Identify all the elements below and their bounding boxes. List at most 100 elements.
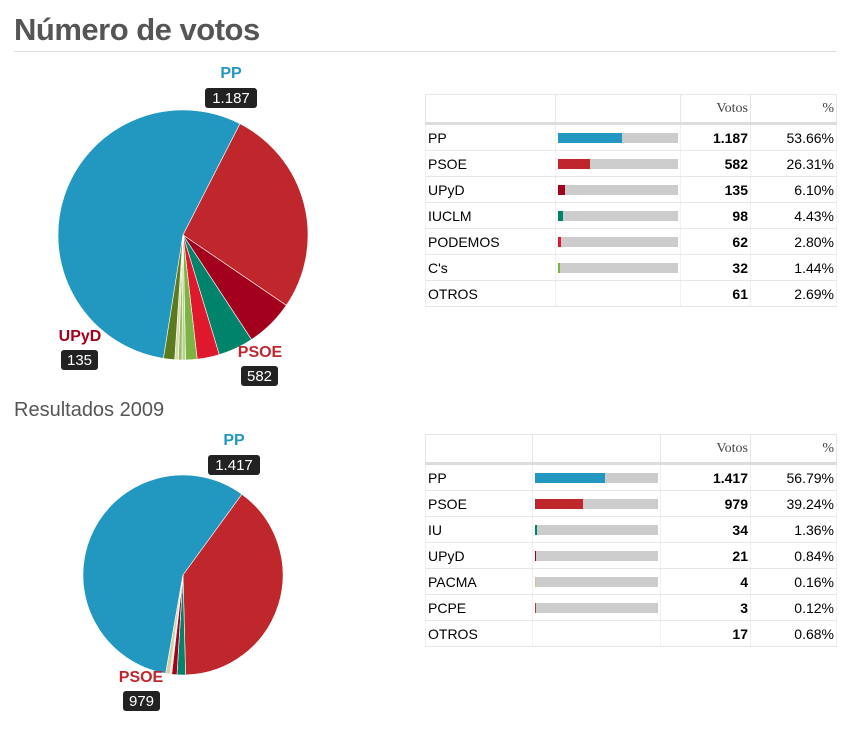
pie-label-upyd: UPyD	[59, 328, 102, 345]
party-name: UPyD	[425, 542, 533, 569]
votes-value: 979	[660, 490, 751, 517]
table-row: PP 1.187 53.66%	[425, 123, 837, 151]
votes-value: 1.417	[660, 463, 751, 491]
pie-slice-psoe	[182, 493, 284, 676]
pie-value-psoe: 979	[129, 693, 154, 710]
percent-value: 1.44%	[750, 254, 837, 281]
bar-fill	[558, 158, 590, 169]
party-name: OTROS	[425, 620, 533, 647]
pie-slice-psoe	[182, 123, 309, 306]
pie-label-psoe: PSOE	[119, 669, 164, 686]
bar-cell	[532, 490, 661, 517]
party-name: PSOE	[425, 490, 533, 517]
bar-fill	[535, 498, 584, 509]
votes-value: 4	[660, 568, 751, 595]
votes-value: 98	[680, 202, 751, 229]
bar-cell	[555, 202, 681, 229]
party-name: IU	[425, 516, 533, 543]
pie-slice-otros	[163, 234, 184, 361]
pie-chart-current: PP 1.187 PSOE 582 UPyD 135	[57, 65, 309, 386]
table-row: C's 32 1.44%	[425, 254, 837, 281]
bar-cell	[555, 228, 681, 255]
pie-slice-otros	[165, 574, 184, 675]
table-row: IU 34 1.36%	[425, 516, 837, 543]
bar-track	[558, 184, 678, 195]
pie-slice-pp	[82, 474, 243, 674]
percent-value: 2.69%	[750, 280, 837, 307]
bar-fill	[558, 132, 623, 143]
percent-value: 0.12%	[750, 594, 837, 621]
pie-value-box-pp	[205, 88, 257, 108]
votes-value: 34	[660, 516, 751, 543]
votes-value: 3	[660, 594, 751, 621]
party-name: PP	[425, 123, 556, 151]
bar-track	[535, 550, 658, 561]
header-pct: %	[750, 434, 837, 465]
pie-value-box-psoe	[123, 691, 160, 711]
section-subtitle: Resultados 2009	[14, 399, 165, 421]
table-row: PSOE 582 26.31%	[425, 150, 837, 177]
bar-cell	[532, 594, 661, 621]
votes-value: 135	[680, 176, 751, 203]
page-title: Número de votos	[14, 12, 260, 47]
party-name: C's	[425, 254, 556, 281]
votes-value: 61	[680, 280, 751, 307]
pie-value-box-upyd	[61, 350, 98, 370]
bar-track	[535, 576, 658, 587]
table-row: OTROS 61 2.69%	[425, 280, 837, 307]
percent-value: 26.31%	[750, 150, 837, 177]
header-votes: Votos	[680, 94, 751, 125]
bar-track	[535, 472, 658, 483]
pie-label-pp: PP	[220, 65, 242, 82]
bar-cell	[532, 568, 661, 595]
bar-track	[535, 498, 658, 509]
table-row: PACMA 4 0.16%	[425, 568, 837, 595]
bar-cell	[555, 123, 681, 151]
votes-value: 582	[680, 150, 751, 177]
pie-slice-pp	[57, 109, 241, 359]
pie-label-pp: PP	[223, 432, 245, 449]
header-pct: %	[750, 94, 837, 125]
votes-value: 1.187	[680, 123, 751, 151]
percent-value: 0.68%	[750, 620, 837, 647]
percent-value: 0.16%	[750, 568, 837, 595]
bar-track	[558, 210, 678, 221]
bar-fill	[558, 184, 566, 195]
party-name: PODEMOS	[425, 228, 556, 255]
bar-fill	[558, 236, 562, 247]
pie-value-pp: 1.187	[212, 90, 250, 107]
bar-track	[558, 262, 678, 273]
table-row: IUCLM 98 4.43%	[425, 202, 837, 229]
header-votes: Votos	[660, 434, 751, 465]
party-name: PACMA	[425, 568, 533, 595]
bar-fill	[535, 524, 537, 535]
table-row: PODEMOS 62 2.80%	[425, 228, 837, 255]
pie-value-upyd: 135	[67, 352, 92, 369]
bar-track	[558, 158, 678, 169]
table-header-row: Votos %	[425, 94, 837, 125]
votes-value: 17	[660, 620, 751, 647]
percent-value: 1.36%	[750, 516, 837, 543]
percent-value: 56.79%	[750, 463, 837, 491]
bar-cell	[532, 542, 661, 569]
percent-value: 4.43%	[750, 202, 837, 229]
bar-fill	[535, 550, 537, 561]
bar-fill	[558, 210, 564, 221]
table-row: PSOE 979 39.24%	[425, 490, 837, 517]
title-divider	[14, 51, 836, 52]
bar-cell	[532, 516, 661, 543]
table-row: PP 1.417 56.79%	[425, 463, 837, 491]
table-row: UPyD 21 0.84%	[425, 542, 837, 569]
bar-cell	[555, 280, 681, 307]
pie-value-psoe: 582	[247, 368, 272, 385]
party-name: PP	[425, 463, 533, 491]
votes-value: 21	[660, 542, 751, 569]
votes-value: 62	[680, 228, 751, 255]
bar-cell	[532, 620, 661, 647]
bar-track	[558, 132, 678, 143]
table-header-row: Votos %	[425, 434, 837, 465]
party-name: PSOE	[425, 150, 556, 177]
header-bar	[532, 434, 661, 465]
party-name: OTROS	[425, 280, 556, 307]
bar-cell	[555, 254, 681, 281]
